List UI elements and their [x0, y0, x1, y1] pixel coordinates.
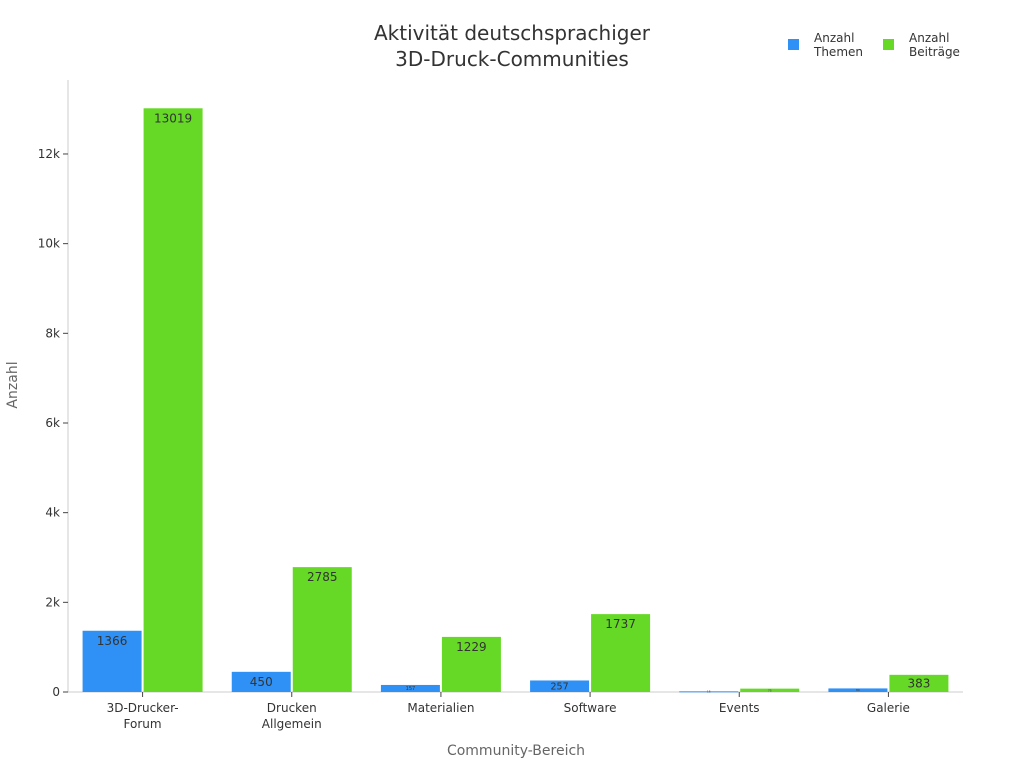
- y-tick-label: 2k: [45, 595, 60, 609]
- bar[interactable]: [380, 684, 440, 692]
- data-label: 383: [907, 676, 930, 690]
- data-label: 15: [707, 690, 711, 694]
- data-label: 2785: [307, 570, 338, 584]
- legend-label[interactable]: Themen: [813, 45, 863, 59]
- bar[interactable]: [82, 630, 142, 692]
- legend-label[interactable]: Beiträge: [909, 45, 960, 59]
- y-axis-label: Anzahl: [5, 361, 21, 408]
- data-label: 75: [768, 688, 772, 692]
- chart-title: 3D-Druck-Communities: [395, 47, 629, 71]
- bar[interactable]: [292, 567, 352, 692]
- y-tick-label: 0: [52, 685, 60, 699]
- x-tick-label: Events: [719, 701, 760, 715]
- bar[interactable]: [591, 614, 651, 692]
- legend-label[interactable]: Anzahl: [814, 31, 854, 45]
- chart-title: Aktivität deutschsprachiger: [374, 21, 651, 45]
- x-tick-label: Software: [564, 701, 617, 715]
- x-tick-label: Galerie: [867, 701, 910, 715]
- legend-swatch[interactable]: [883, 39, 894, 50]
- data-label: 13019: [154, 111, 192, 125]
- data-label: 1366: [97, 634, 128, 648]
- data-label: 450: [250, 675, 273, 689]
- bar[interactable]: [441, 636, 501, 692]
- bar[interactable]: [889, 674, 949, 692]
- x-tick-label: Forum: [124, 717, 162, 731]
- data-label: 157: [406, 686, 416, 692]
- y-tick-label: 10k: [38, 237, 60, 251]
- y-tick-label: 6k: [45, 416, 60, 430]
- bar[interactable]: [740, 688, 800, 692]
- data-label: 80: [856, 688, 860, 692]
- bar[interactable]: [231, 671, 291, 692]
- data-label: 1229: [456, 640, 487, 654]
- legend-label[interactable]: Anzahl: [909, 31, 949, 45]
- x-tick-label: 3D-Drucker-: [107, 701, 179, 715]
- bar[interactable]: [143, 108, 203, 692]
- x-axis-label: Community-Bereich: [447, 743, 585, 759]
- data-label: 257: [550, 681, 568, 692]
- x-tick-label: Materialien: [407, 701, 474, 715]
- legend-swatch[interactable]: [788, 39, 799, 50]
- y-tick-label: 12k: [38, 147, 60, 161]
- bar[interactable]: [828, 688, 888, 692]
- bar[interactable]: [679, 691, 739, 693]
- x-tick-label: Allgemein: [262, 717, 322, 731]
- data-label: 1737: [605, 617, 636, 631]
- x-tick-label: Drucken: [267, 701, 317, 715]
- y-tick-label: 4k: [45, 506, 60, 520]
- bar[interactable]: [530, 680, 590, 692]
- y-tick-label: 8k: [45, 326, 60, 340]
